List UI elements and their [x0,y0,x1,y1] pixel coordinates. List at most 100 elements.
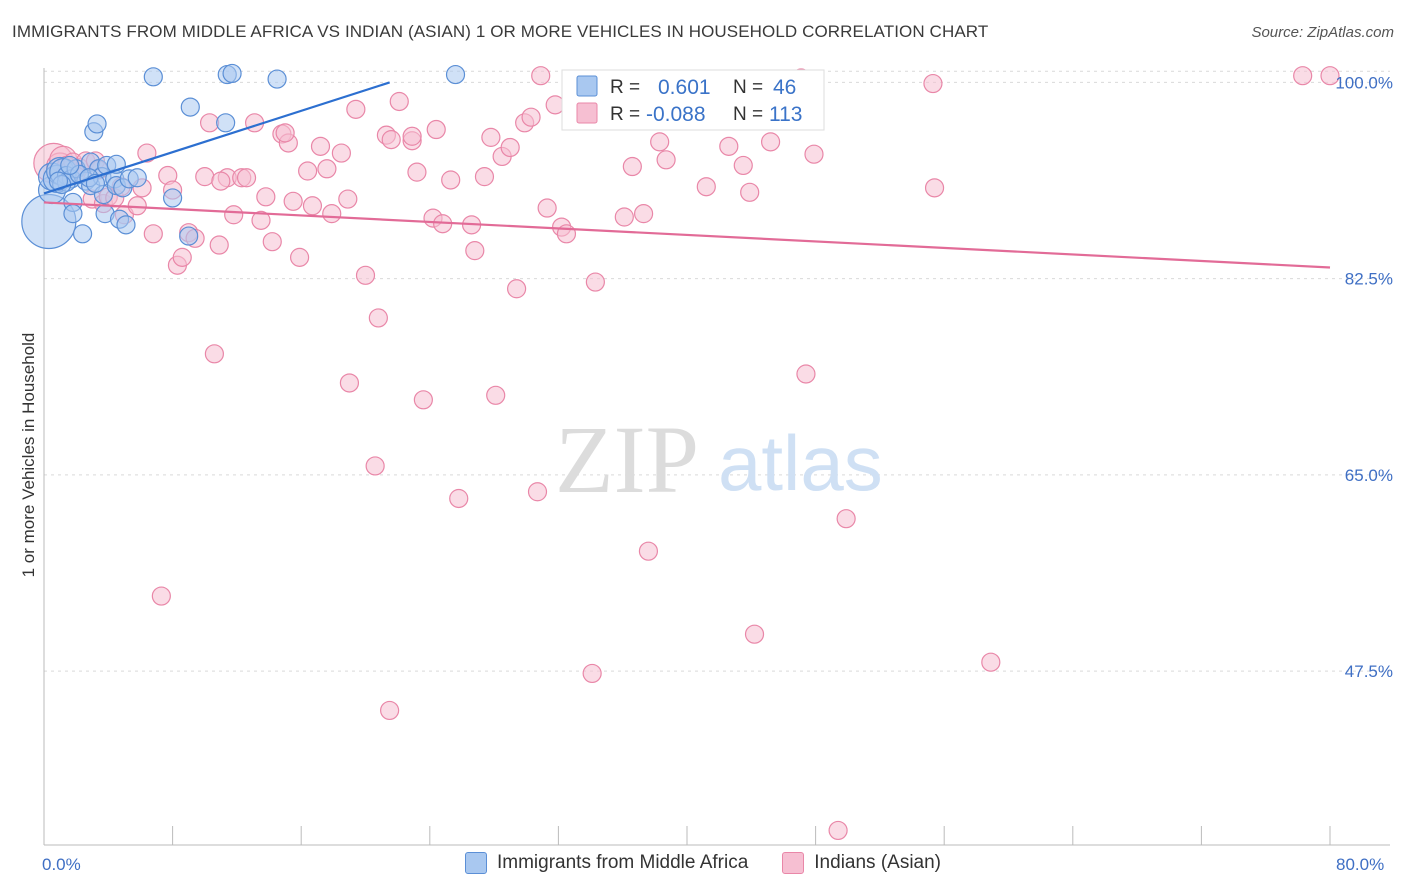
data-point [740,182,760,202]
data-point [298,161,318,181]
source-label: Source: ZipAtlas.com [1251,24,1394,41]
data-point [180,97,200,117]
y-tick-label: 65.0% [1345,466,1393,485]
legend-n-label-2: N = [733,104,763,125]
watermark-zip: ZIP [555,406,699,513]
data-point [696,177,716,197]
data-point [474,167,495,187]
data-point [127,168,147,188]
y-tick-labels: 100.0% 82.5% 65.0% 47.5% [1335,73,1393,681]
data-point [426,119,446,140]
data-point [355,265,376,285]
data-point [216,113,236,133]
data-point [289,247,310,267]
legend-label-middle-africa: Immigrants from Middle Africa [496,852,749,873]
data-point [744,624,765,644]
y-tick-label: 82.5% [1345,270,1393,289]
data-point [449,488,469,509]
data-point [719,136,739,156]
legend-swatch-pink [576,102,598,124]
y-tick-label: 47.5% [1345,662,1393,681]
data-point [302,196,323,216]
data-point [256,187,276,207]
data-point [836,509,856,529]
data-point [116,215,136,235]
bottom-legend: Immigrants from Middle Africa Indians (A… [0,852,1406,874]
data-point [507,279,527,299]
y-axis-label: 1 or more Vehicles in Household [19,333,38,578]
legend-n-value-2: 113 [769,103,802,126]
data-point [537,198,557,218]
legend-swatch-middle-africa [464,852,487,874]
data-point [650,132,670,152]
data-point [828,820,848,841]
data-point [445,64,466,85]
legend-r-value-1: 0.601 [658,76,711,99]
data-point [760,132,781,152]
y-tick-label: 100.0% [1335,73,1393,92]
stats-legend-box [561,69,825,131]
legend-swatch-indians-asian [782,852,805,874]
data-point [267,69,287,89]
data-point [224,205,244,225]
grid-layer [44,70,1390,672]
data-point [339,373,360,393]
data-point [143,67,163,87]
data-point [48,171,69,191]
data-point [222,63,242,84]
data-point [63,204,83,224]
data-point [275,123,295,143]
stats-legend: R = 0.601 N = 46 R = -0.088 N = 113 [561,69,825,131]
watermark-atlas: atlas [718,419,883,507]
data-point [72,224,93,244]
data-point [656,150,676,170]
data-point [465,241,485,261]
watermark: ZIP atlas [555,406,883,513]
data-point [796,364,816,384]
legend-n-label-1: N = [733,77,763,98]
data-point [204,344,224,364]
data-point [317,159,337,179]
legend-n-value-1: 46 [773,76,796,99]
data-point [137,143,157,163]
data-point [1293,66,1313,86]
x-tick-label-max: 80.0% [1336,855,1384,874]
data-point [527,482,548,502]
data-point [441,170,461,190]
data-point [163,188,183,208]
data-point [582,663,602,684]
data-point [924,178,945,198]
trendline-middle-africa [43,81,390,195]
data-point [199,113,220,133]
data-point [638,541,659,561]
data-point [322,204,342,224]
legend-label-indians-asian: Indians (Asian) [814,852,942,873]
data-point [381,130,401,150]
data-point [633,204,654,224]
data-point [346,99,366,119]
data-point [251,210,271,230]
data-point [172,247,192,267]
data-point [402,126,422,146]
data-point [585,272,605,292]
data-point [486,385,506,405]
data-point [481,127,501,147]
data-point [413,390,433,410]
trendline-indians-asian [43,201,1331,269]
data-point [380,700,400,721]
data-point [195,167,215,187]
x-tick-label-min: 0.0% [42,855,81,874]
data-point [236,168,257,188]
data-point [87,114,107,134]
data-point [262,232,282,252]
data-point [981,652,1001,672]
data-point [338,189,358,209]
data-point [733,155,753,176]
data-point [1320,66,1340,86]
data-point [143,224,163,244]
legend-swatch-blue [576,75,598,97]
data-point [211,171,231,191]
data-point [310,136,331,156]
data-point [283,191,303,211]
legend-r-label-2: R = [610,104,640,125]
